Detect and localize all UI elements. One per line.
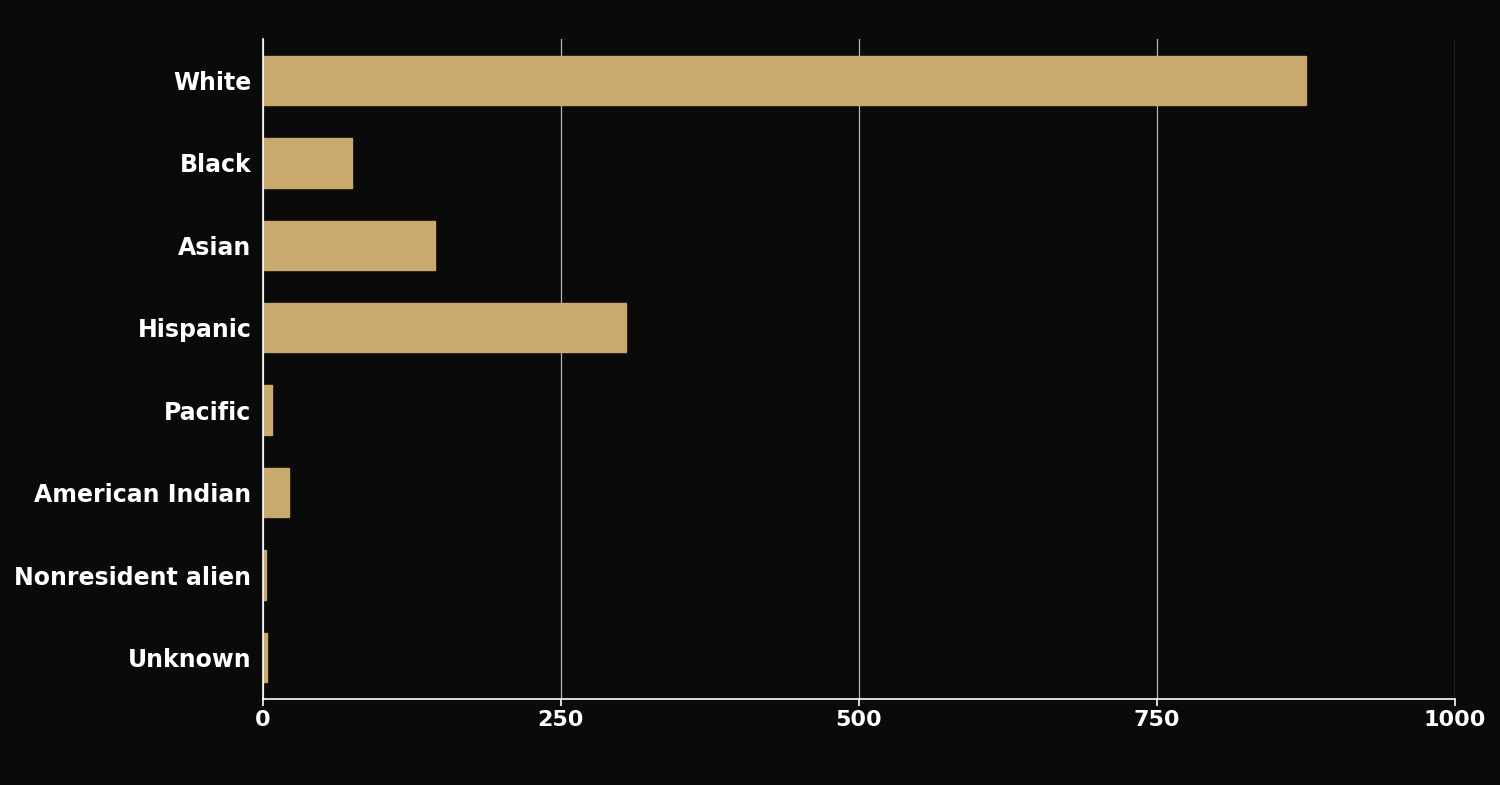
Bar (262, 138, 352, 188)
Bar (262, 303, 626, 352)
Bar (262, 550, 266, 600)
Bar (262, 221, 435, 270)
Bar (262, 385, 272, 435)
Bar (262, 633, 267, 682)
Bar (262, 468, 288, 517)
Bar (262, 56, 1306, 105)
